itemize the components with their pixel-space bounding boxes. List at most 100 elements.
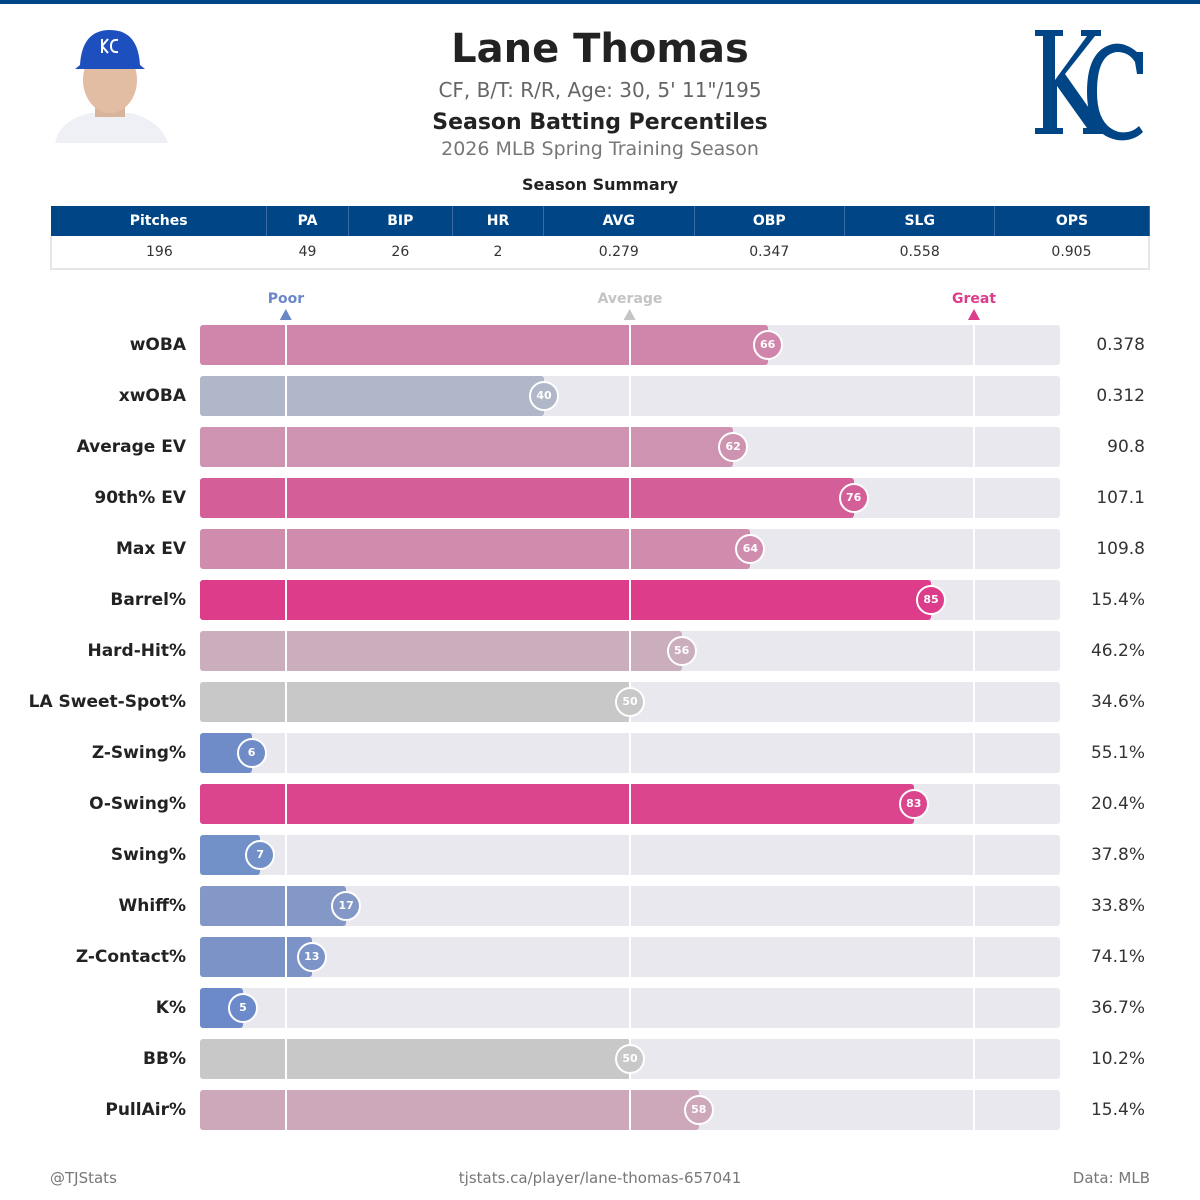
metric-row: Z-Swing% 6 55.1%	[0, 733, 1200, 773]
metric-label: LA Sweet-Spot%	[28, 692, 186, 712]
footer-source: Data: MLB	[1072, 1169, 1150, 1187]
stat-value: 74.1%	[1090, 947, 1145, 967]
marker-great: Great	[952, 291, 996, 320]
footer-url[interactable]: tjstats.ca/player/lane-thomas-657041	[458, 1169, 742, 1187]
metric-row: 90th% EV 76 107.1	[0, 478, 1200, 518]
percentile-bar	[200, 376, 544, 416]
reference-line	[629, 1090, 631, 1130]
percentile-bar	[200, 1090, 699, 1130]
metric-row: BB% 50 10.2%	[0, 1039, 1200, 1079]
summary-header: HR	[452, 206, 545, 236]
reference-line	[285, 427, 287, 467]
percentile-bar	[200, 580, 931, 620]
reference-line	[629, 988, 631, 1028]
summary-header: AVG	[543, 206, 695, 236]
metric-label: Whiff%	[118, 896, 187, 916]
reference-line	[973, 784, 975, 824]
metric-label: Swing%	[110, 845, 186, 865]
reference-line	[973, 835, 975, 875]
percentile-badge: 7	[245, 840, 276, 870]
percentile-bar	[200, 682, 630, 722]
stat-value: 15.4%	[1090, 1100, 1145, 1120]
summary-header: BIP	[348, 206, 453, 236]
metric-label: K%	[155, 998, 186, 1018]
reference-line	[285, 733, 287, 773]
reference-line	[973, 682, 975, 722]
footer-handle: @TJStats	[50, 1169, 117, 1187]
percentile-bar	[200, 784, 914, 824]
reference-line	[285, 1039, 287, 1079]
percentile-badge: 83	[898, 789, 929, 819]
reference-line	[629, 580, 631, 620]
percentile-badge: 62	[718, 432, 749, 462]
reference-line	[285, 1090, 287, 1130]
metric-label: BB%	[143, 1049, 186, 1069]
reference-line	[629, 529, 631, 569]
marker-poor: Poor	[268, 291, 304, 320]
marker-label: Great	[951, 291, 997, 307]
percentile-badge: 13	[296, 942, 327, 972]
triangle-icon	[280, 309, 292, 320]
reference-line	[973, 376, 975, 416]
stat-value: 10.2%	[1090, 1049, 1145, 1069]
metric-row: Whiff% 17 33.8%	[0, 886, 1200, 926]
reference-line	[973, 580, 975, 620]
summary-header: OPS	[994, 206, 1150, 236]
season-label: 2026 MLB Spring Training Season	[441, 138, 759, 160]
summary-table: Pitches PA BIP HR AVG OBP SLG OPS 196 49 26 2 0.279 0…	[50, 206, 1151, 270]
reference-line	[629, 631, 631, 671]
summary-value: 49	[266, 236, 349, 270]
reference-line	[629, 886, 631, 926]
summary-value: 0.279	[543, 236, 695, 270]
reference-line	[973, 733, 975, 773]
metric-row: LA Sweet-Spot% 50 34.6%	[0, 682, 1200, 722]
top-bar	[0, 0, 1200, 4]
percentile-badge: 6	[236, 738, 267, 768]
stat-value: 90.8	[1107, 437, 1145, 457]
reference-line	[629, 835, 631, 875]
stat-value: 36.7%	[1090, 998, 1145, 1018]
metric-label: Z-Contact%	[75, 947, 186, 967]
stat-value: 55.1%	[1090, 743, 1145, 763]
reference-line	[285, 376, 287, 416]
stat-value: 107.1	[1096, 488, 1145, 508]
metric-label: 90th% EV	[94, 488, 186, 508]
summary-value: 2	[452, 236, 544, 270]
summary-value: 0.558	[844, 236, 995, 270]
stat-value: 46.2%	[1090, 641, 1145, 661]
percentile-bar	[200, 1039, 630, 1079]
summary-header: SLG	[844, 206, 996, 236]
reference-line	[973, 427, 975, 467]
reference-line	[973, 325, 975, 365]
metric-row: O-Swing% 83 20.4%	[0, 784, 1200, 824]
player-name: Lane Thomas	[451, 26, 749, 72]
summary-value: 0.905	[994, 236, 1151, 270]
reference-line	[285, 682, 287, 722]
stat-value: 0.312	[1096, 386, 1145, 406]
triangle-icon	[623, 309, 636, 320]
reference-line	[973, 886, 975, 926]
percentile-bar	[200, 478, 854, 518]
reference-line	[285, 937, 287, 977]
reference-line	[285, 631, 287, 671]
percentile-bar	[200, 529, 751, 569]
player-info: CF, B/T: R/R, Age: 30, 5' 11"/195	[438, 78, 762, 102]
reference-line	[973, 478, 975, 518]
reference-line	[285, 580, 287, 620]
percentile-badge: 40	[529, 381, 559, 411]
percentile-badge: 50	[615, 687, 645, 717]
player-headshot	[50, 25, 170, 143]
metric-row: xwOBA 40 0.312	[0, 376, 1200, 416]
reference-line	[973, 529, 975, 569]
reference-line	[285, 835, 287, 875]
metric-row: PullAir% 58 15.4%	[0, 1090, 1200, 1130]
metric-label: wOBA	[129, 335, 186, 355]
stat-value: 34.6%	[1090, 692, 1145, 712]
reference-line	[629, 325, 631, 365]
summary-header: PA	[266, 206, 349, 236]
reference-line	[629, 937, 631, 977]
reference-line	[285, 529, 287, 569]
marker-label: Average	[597, 291, 663, 307]
percentile-badge: 58	[683, 1095, 714, 1125]
